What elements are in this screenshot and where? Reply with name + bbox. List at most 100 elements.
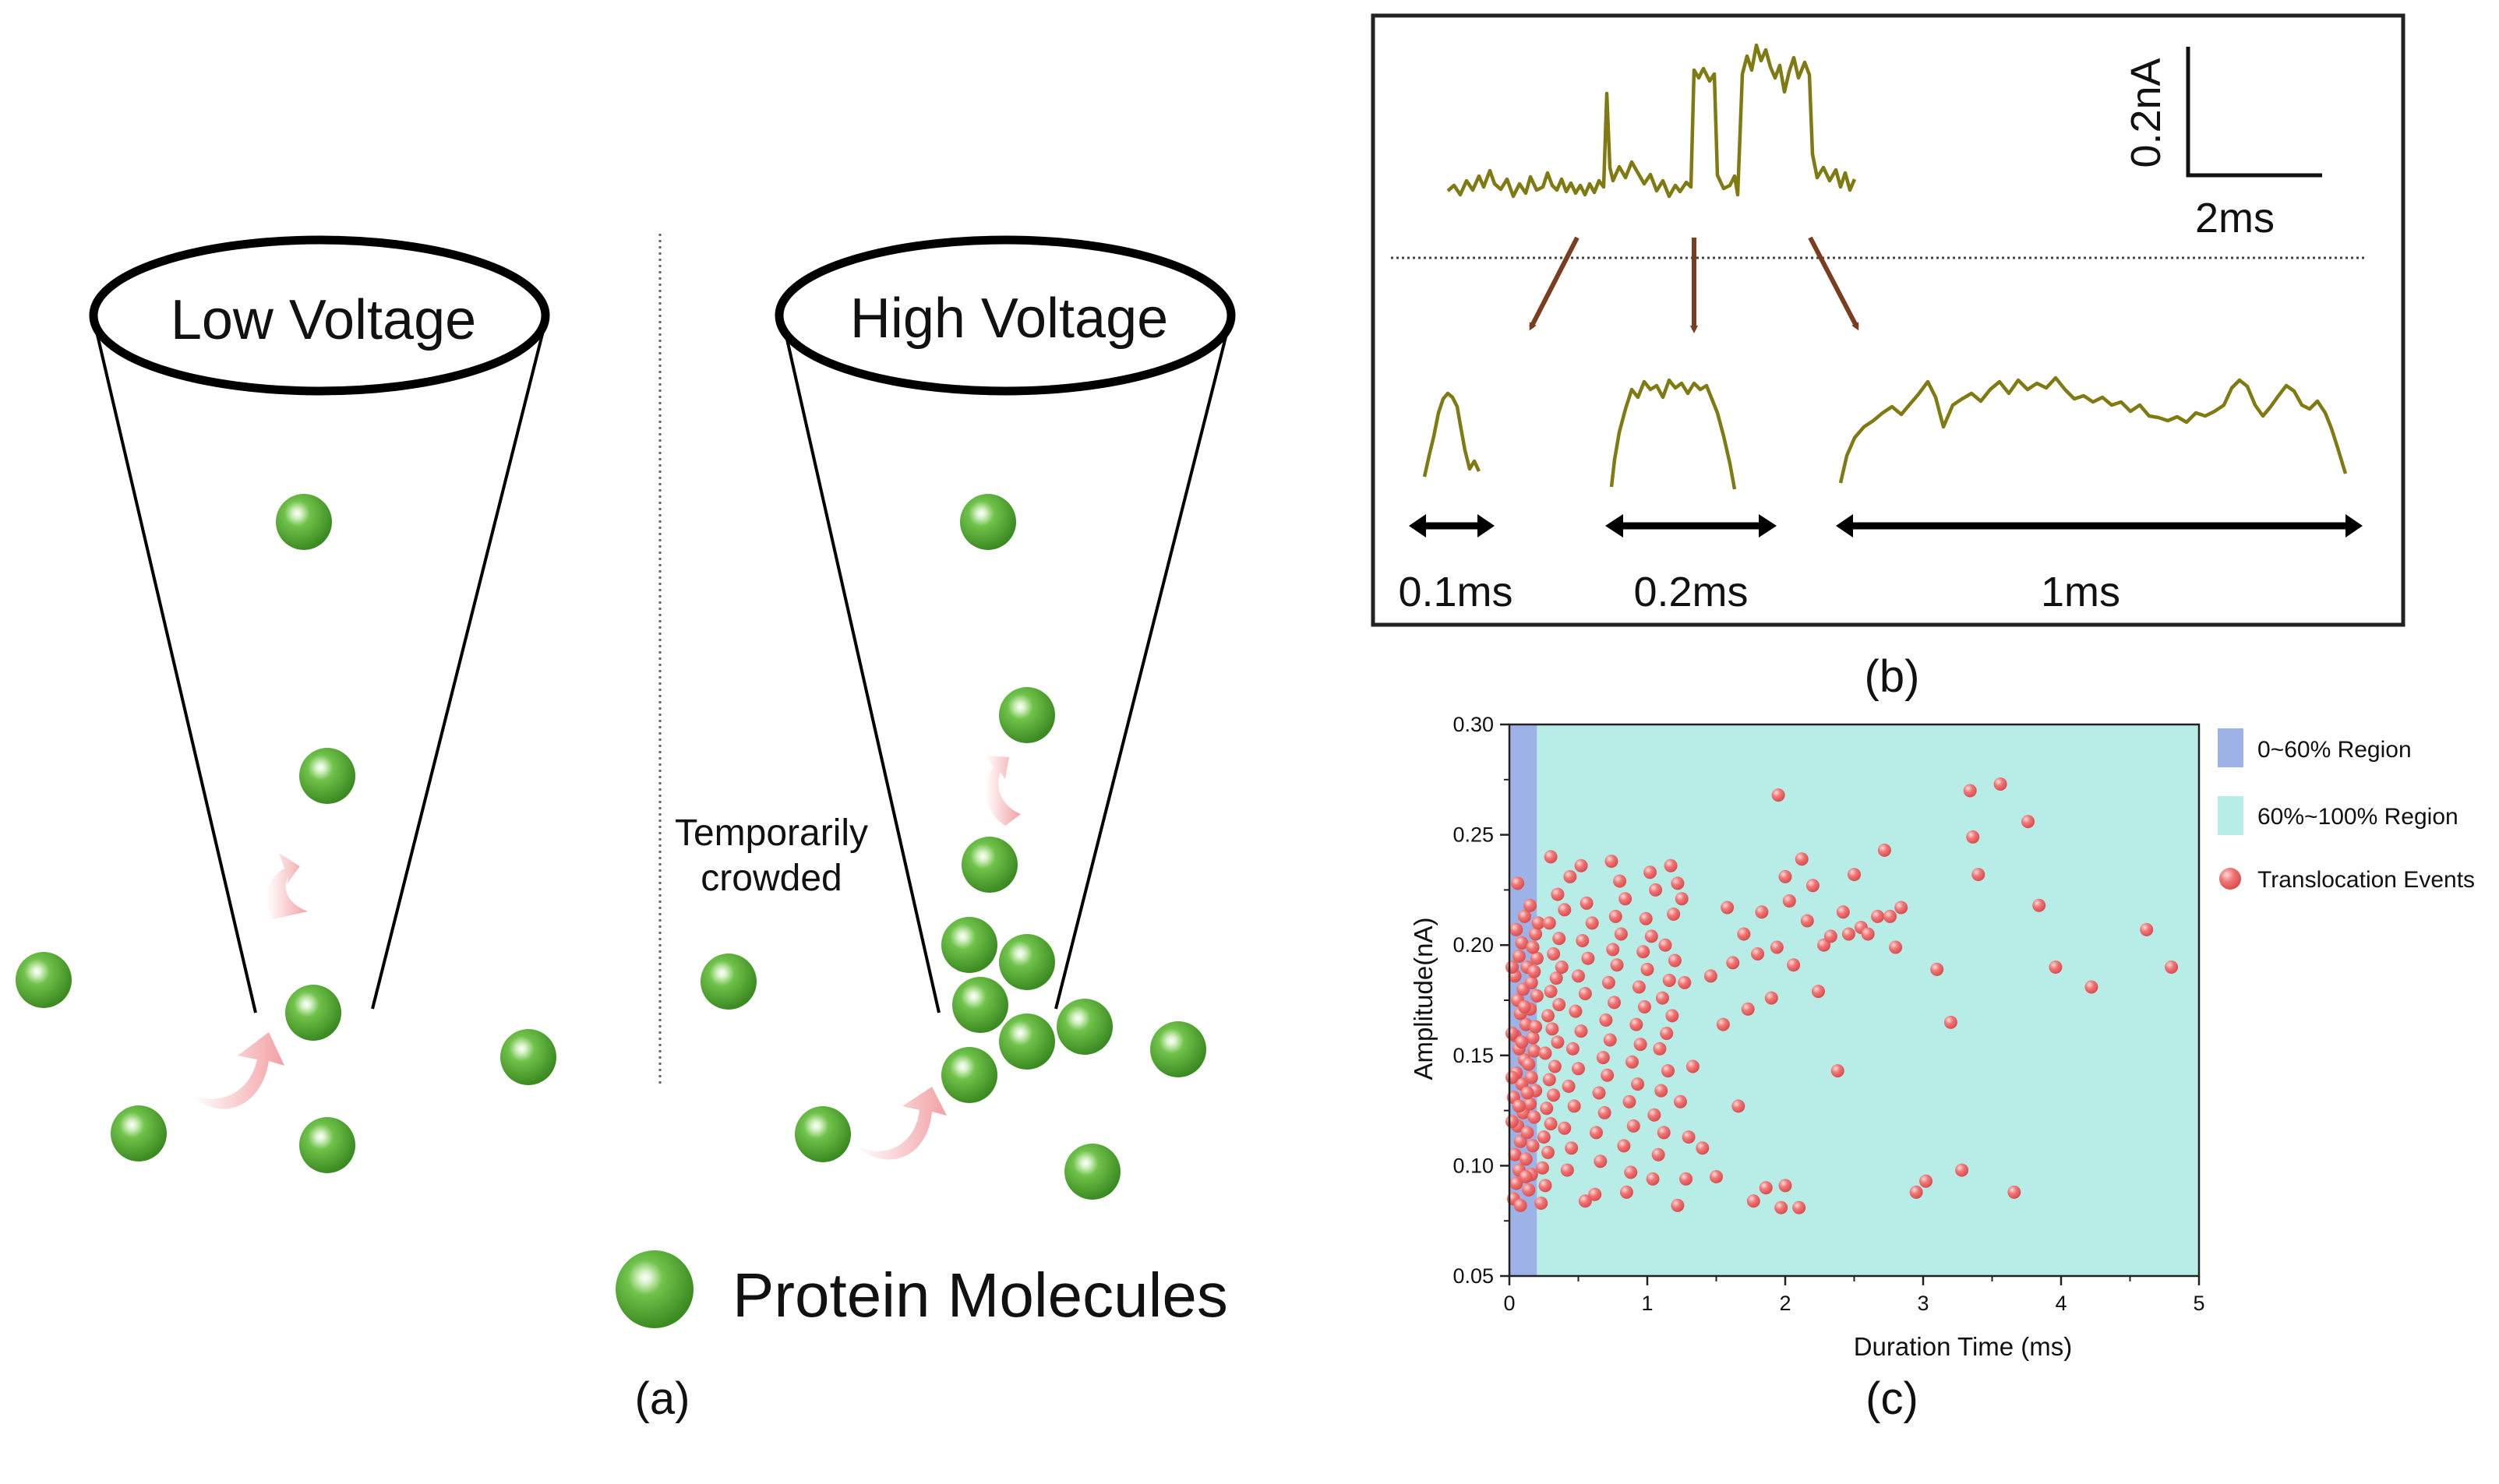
translocation-event-point — [1971, 868, 1985, 882]
translocation-event-point — [1590, 1126, 1604, 1140]
translocation-event-point — [1517, 999, 1531, 1013]
translocation-event-point — [1726, 956, 1740, 970]
translocation-event-point — [1622, 1094, 1636, 1109]
translocation-event-point — [1787, 958, 1801, 972]
translocation-event-point — [1588, 1187, 1602, 1201]
translocation-event-point — [1651, 1147, 1665, 1161]
translocation-event-point — [1661, 1064, 1675, 1078]
translocation-event-point — [1505, 1115, 1520, 1129]
translocation-event-point — [1613, 874, 1627, 888]
translocation-event-point — [1526, 1031, 1540, 1045]
translocation-event-point — [1836, 905, 1850, 919]
main-current-trace — [1446, 43, 1857, 199]
translocation-event-point — [1639, 911, 1653, 925]
translocation-event-point — [1527, 964, 1541, 978]
translocation-event-point — [1640, 962, 1654, 976]
duration-arrows — [1409, 514, 2363, 538]
translocation-event-point — [1624, 1165, 1638, 1179]
panel-b-frame — [1371, 13, 2405, 627]
duration-label: 0.2ms — [1633, 569, 1748, 615]
legend-molecule-icon — [616, 1250, 694, 1328]
translocation-event-point — [1647, 1108, 1661, 1122]
translocation-event-point — [1675, 892, 1689, 906]
translocation-event-point — [1601, 1068, 1615, 1082]
translocation-event-point — [1662, 974, 1676, 988]
region-60-100 — [1537, 724, 2199, 1276]
translocation-event-point — [1558, 1121, 1572, 1135]
translocation-event-point — [1811, 985, 1825, 999]
short-event-trace — [1422, 391, 1481, 478]
legend-event-marker — [2219, 868, 2241, 890]
translocation-event-point — [1565, 1141, 1579, 1155]
translocation-event-point — [1608, 909, 1622, 923]
translocation-event-point — [1596, 1051, 1610, 1065]
translocation-event-point — [2140, 922, 2154, 936]
legend-region-60-100-label: 60%~100% Region — [2257, 804, 2458, 830]
translocation-event-point — [1671, 1198, 1685, 1212]
protein-molecule — [276, 494, 332, 550]
translocation-event-point — [1569, 1004, 1583, 1018]
translocation-event-point — [2021, 815, 2035, 829]
translocation-event-point — [1771, 788, 1785, 802]
translocation-event-point — [1597, 1105, 1611, 1119]
protein-molecule — [299, 1117, 355, 1173]
translocation-event-point — [1574, 1024, 1588, 1038]
translocation-event-point — [1636, 945, 1650, 959]
translocation-event-point — [1523, 898, 1537, 912]
translocation-event-point — [1731, 1099, 1745, 1113]
protein-molecule — [962, 837, 1018, 893]
translocation-event-point — [1513, 1198, 1527, 1212]
scale-bar — [2186, 47, 2322, 178]
translocation-event-point — [1529, 1020, 1543, 1034]
protein-molecule — [960, 494, 1016, 550]
translocation-event-point — [1524, 1070, 1538, 1084]
translocation-event-point — [1710, 1170, 1723, 1184]
translocation-event-point — [1519, 1170, 1533, 1184]
translocation-event-point — [1581, 951, 1595, 965]
translocation-event-point — [1567, 1099, 1581, 1113]
duration-label: 1ms — [2041, 569, 2120, 615]
protein-molecule — [701, 953, 757, 1010]
translocation-event-point — [1667, 908, 1681, 922]
protein-molecule — [1057, 999, 1113, 1055]
translocation-event-point — [1530, 951, 1544, 965]
y-tick-label: 0.20 — [1452, 933, 1494, 957]
translocation-event-point — [1541, 1009, 1555, 1023]
down-arrow-icon — [1808, 236, 1859, 331]
translocation-event-point — [1511, 876, 1525, 890]
translocation-event-point — [1565, 1042, 1580, 1056]
protein-molecule — [1064, 1144, 1121, 1200]
translocation-event-point — [1592, 1086, 1606, 1100]
translocation-event-point — [1572, 1062, 1585, 1076]
medium-event-trace — [1609, 378, 1737, 490]
translocation-event-point — [1678, 975, 1692, 989]
x-axis-label: Duration Time (ms) — [1854, 1332, 2073, 1361]
translocation-event-point — [1782, 894, 1796, 908]
translocation-event-point — [2049, 961, 2063, 975]
translocation-event-point — [1823, 929, 1837, 943]
translocation-event-point — [1527, 1044, 1541, 1058]
translocation-event-point — [1955, 1163, 1969, 1177]
translocation-event-point — [1538, 1046, 1552, 1060]
protein-molecule — [16, 952, 72, 1008]
high-voltage-funnel: High Voltage — [775, 235, 1236, 1013]
translocation-event-point — [1778, 1179, 1792, 1193]
low-voltage-label: Low Voltage — [171, 289, 476, 351]
translocation-event-point — [1585, 916, 1599, 930]
x-tick-label: 4 — [2055, 1292, 2067, 1315]
translocation-event-point — [2032, 898, 2046, 912]
translocation-event-point — [1774, 1200, 1788, 1214]
translocation-event-point — [1633, 1038, 1647, 1052]
translocation-event-point — [1594, 1154, 1608, 1169]
translocation-event-point — [1526, 1139, 1540, 1153]
translocation-event-point — [1619, 1185, 1633, 1199]
translocation-event-point — [1792, 1200, 1806, 1214]
translocation-event-point — [1631, 1077, 1645, 1091]
x-tick-label: 1 — [1641, 1292, 1653, 1315]
protein-molecule — [500, 1029, 556, 1085]
translocation-event-point — [1721, 901, 1735, 915]
translocation-event-point — [1512, 949, 1526, 963]
translocation-event-point — [1894, 901, 1908, 915]
translocation-event-point — [2084, 980, 2098, 994]
translocation-event-point — [1800, 914, 1814, 928]
